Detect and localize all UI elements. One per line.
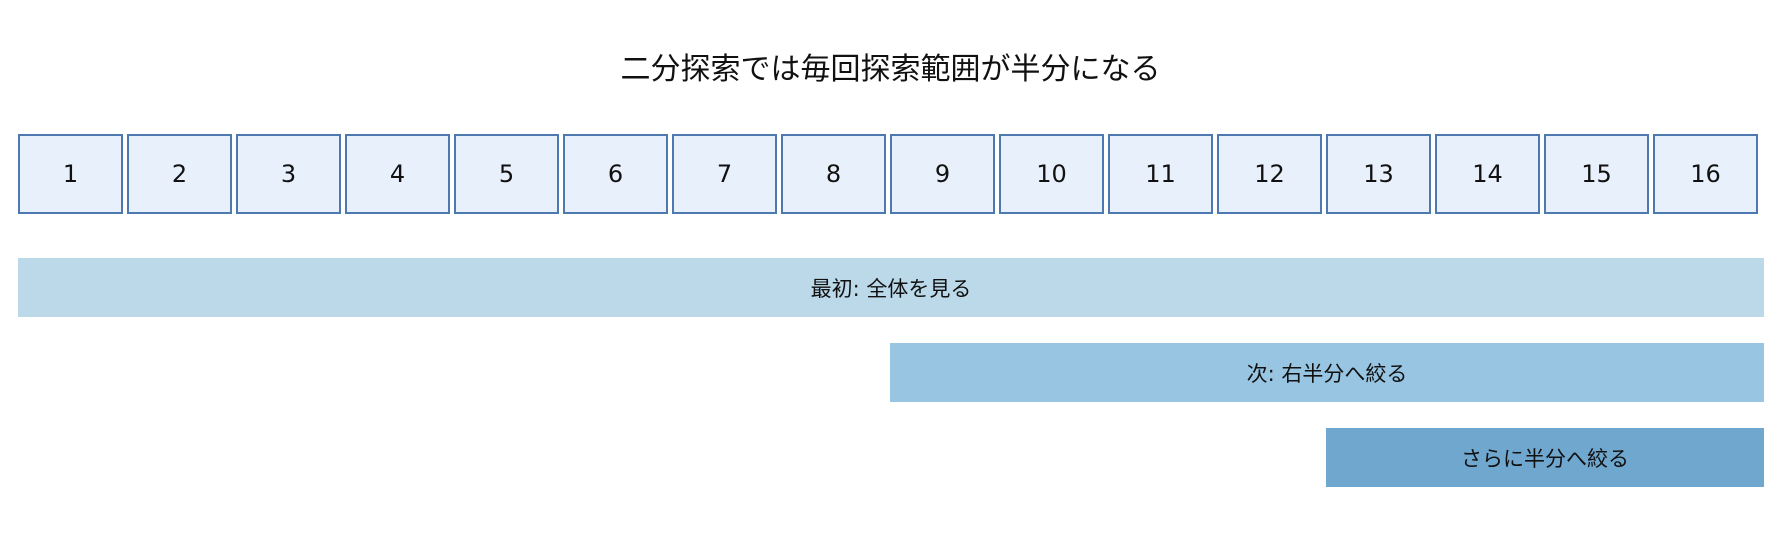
array-cell: 11 bbox=[1108, 134, 1213, 214]
array-cells: 1 2 3 4 5 6 7 8 9 10 11 12 13 14 15 16 bbox=[18, 134, 1764, 214]
array-cell: 2 bbox=[127, 134, 232, 214]
array-cell: 5 bbox=[454, 134, 559, 214]
array-cell: 6 bbox=[563, 134, 668, 214]
range-label: 最初: 全体を見る bbox=[810, 276, 972, 301]
array-cell: 1 bbox=[18, 134, 123, 214]
range-bar: 最初: 全体を見る bbox=[18, 258, 1764, 317]
array-cell: 15 bbox=[1544, 134, 1649, 214]
range-bar: 次: 右半分へ絞る bbox=[890, 343, 1764, 402]
array-cell: 12 bbox=[1217, 134, 1322, 214]
array-cell: 13 bbox=[1326, 134, 1431, 214]
array-cell: 7 bbox=[672, 134, 777, 214]
range-label: 次: 右半分へ絞る bbox=[1246, 361, 1408, 386]
array-cell: 8 bbox=[781, 134, 886, 214]
range-label: さらに半分へ絞る bbox=[1461, 446, 1629, 471]
diagram-title: 二分探索では毎回探索範囲が半分になる bbox=[620, 52, 1161, 87]
array-cell: 14 bbox=[1435, 134, 1540, 214]
array-cell: 16 bbox=[1653, 134, 1758, 214]
array-cell: 4 bbox=[345, 134, 450, 214]
range-bar: さらに半分へ絞る bbox=[1326, 428, 1764, 487]
array-cell: 3 bbox=[236, 134, 341, 214]
array-cell: 9 bbox=[890, 134, 995, 214]
array-cell: 10 bbox=[999, 134, 1104, 214]
